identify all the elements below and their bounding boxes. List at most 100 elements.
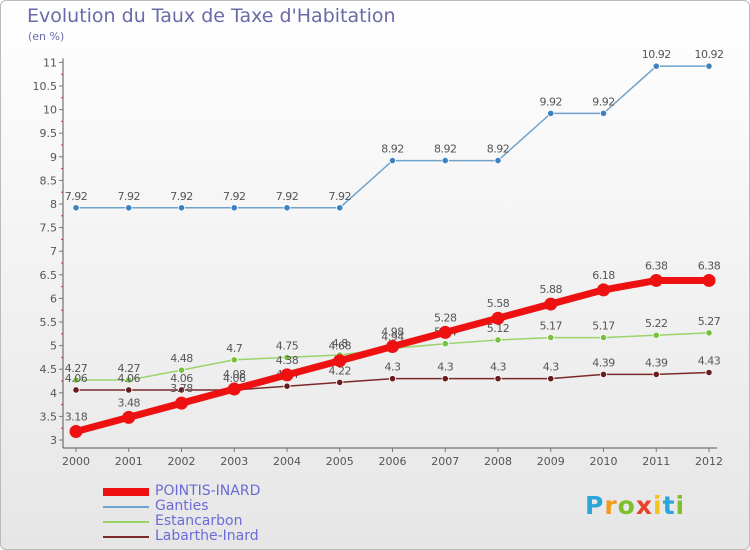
data-point (597, 283, 610, 297)
data-point (544, 297, 558, 311)
data-label: 4.48 (170, 352, 193, 365)
data-point (72, 204, 80, 212)
brand-letter: t (662, 491, 676, 520)
data-point (72, 386, 80, 394)
data-point (227, 382, 241, 396)
data-point (547, 109, 555, 117)
y-tick-label: 8.5 (40, 174, 58, 187)
data-point (705, 62, 713, 70)
data-point (705, 329, 713, 337)
data-point (649, 273, 663, 287)
data-label: 4.06 (65, 372, 88, 385)
data-point (283, 382, 291, 390)
data-label: 3.48 (118, 396, 141, 409)
data-point (494, 375, 502, 383)
data-point (388, 156, 397, 165)
y-tick-label: 10 (43, 104, 57, 117)
brand-letter: r (604, 491, 618, 520)
data-label: 5.17 (592, 320, 615, 333)
data-label: 4.3 (543, 361, 559, 374)
data-point (386, 340, 399, 354)
data-label: 5.88 (540, 283, 563, 296)
data-label: 7.92 (223, 190, 246, 203)
x-tick-label: 2009 (537, 455, 565, 468)
data-point (441, 156, 449, 165)
y-tick-label: 7.5 (40, 222, 58, 235)
data-point (125, 376, 133, 384)
data-label: 4.39 (592, 356, 615, 369)
data-label: 4.7 (226, 342, 242, 355)
data-point (652, 370, 660, 378)
data-label: 4.68 (329, 340, 352, 353)
chart-title: Evolution du Taux de Taxe d'Habitation (27, 5, 396, 27)
data-label: 4.39 (645, 356, 668, 369)
x-tick-label: 2006 (379, 455, 407, 468)
data-label: 4.06 (223, 372, 246, 385)
legend-label: POINTIS-INARD (155, 483, 261, 499)
data-label: 3.18 (65, 411, 88, 424)
data-label: 8.92 (487, 143, 510, 156)
data-label: 7.92 (329, 190, 352, 203)
data-point (491, 311, 505, 325)
data-point (122, 410, 136, 424)
y-tick-label: 6 (50, 292, 57, 305)
data-label: 4.94 (381, 330, 404, 343)
y-tick-label: 11 (43, 56, 57, 69)
data-label: 5.28 (434, 311, 457, 324)
data-point (494, 156, 502, 165)
data-label: 4.43 (698, 355, 721, 368)
data-label: 9.92 (540, 95, 563, 108)
data-label: 4.27 (65, 362, 88, 375)
legend-label: Labarthe-Inard (155, 528, 259, 544)
brand-letter: x (635, 491, 653, 520)
data-label: 6.38 (645, 259, 668, 272)
data-point (652, 331, 660, 339)
y-tick-label: 9.5 (40, 127, 58, 140)
series-line-ganties (75, 65, 710, 209)
data-point (547, 333, 555, 342)
data-label: 5.58 (487, 297, 510, 310)
data-label: 3.78 (170, 382, 193, 395)
data-label: 4.27 (118, 362, 141, 375)
legend-swatch (103, 521, 149, 523)
chart-unit-label: (en %) (28, 30, 65, 43)
x-tick-label: 2008 (484, 455, 512, 468)
data-point (494, 336, 502, 344)
y-tick-label: 9 (50, 151, 57, 164)
y-tick-label: 7 (50, 245, 57, 258)
data-label: 4.3 (490, 361, 506, 374)
data-label: 7.92 (65, 190, 88, 203)
data-point (230, 356, 238, 364)
y-tick-label: 6.5 (40, 269, 58, 282)
data-label: 4.3 (385, 361, 401, 374)
data-label: 10.92 (695, 48, 724, 61)
data-label: 5.12 (487, 322, 510, 335)
brand-logo: Proxiti (585, 491, 685, 520)
brand-letter: i (653, 491, 663, 520)
data-point (125, 386, 133, 394)
data-label: 7.92 (118, 190, 141, 203)
x-tick-label: 2012 (695, 455, 723, 468)
data-point (336, 378, 344, 387)
data-point (69, 425, 83, 439)
x-tick-label: 2007 (431, 455, 459, 468)
data-point (72, 376, 80, 384)
brand-letter: P (585, 491, 605, 520)
data-label: 7.92 (170, 190, 193, 203)
data-point (280, 368, 294, 382)
data-label: 4.06 (170, 372, 193, 385)
data-label: 9.92 (592, 95, 615, 108)
x-tick-label: 2003 (220, 455, 248, 468)
data-label: 4.98 (381, 326, 404, 339)
data-point (175, 396, 188, 410)
legend-swatch (103, 536, 149, 538)
data-point (177, 386, 186, 394)
data-point (333, 354, 347, 368)
y-tick-label: 4 (50, 387, 57, 400)
data-point (177, 366, 186, 374)
x-tick-label: 2011 (642, 455, 670, 468)
y-tick-label: 5.5 (40, 316, 58, 329)
data-point (177, 204, 186, 212)
